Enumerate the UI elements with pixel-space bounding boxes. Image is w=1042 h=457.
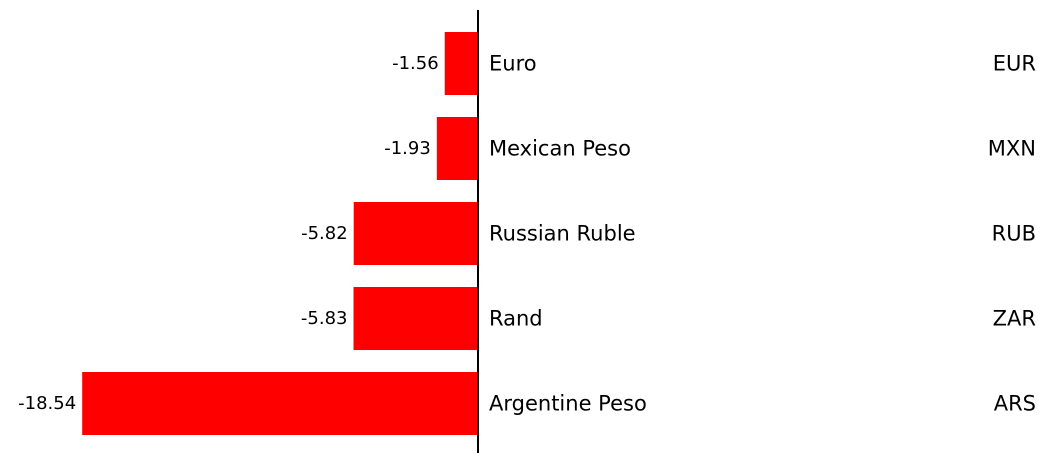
- bar-rub: [353, 202, 478, 265]
- currency-name-labels-layer: Euro Mexican Peso Russian Ruble Rand Argenti…: [489, 52, 647, 416]
- currency-code-ars: ARS: [994, 392, 1036, 416]
- bars-layer: [82, 32, 478, 435]
- value-label-mxn: -1.93: [384, 138, 431, 159]
- currency-name-mxn: Mexican Peso: [489, 137, 631, 161]
- currency-code-mxn: MXN: [988, 137, 1036, 161]
- value-label-rub: -5.82: [301, 223, 348, 244]
- currency-code-rub: RUB: [992, 222, 1036, 246]
- currency-code-zar: ZAR: [993, 307, 1036, 331]
- currency-code-eur: EUR: [993, 52, 1036, 76]
- currency-name-rub: Russian Ruble: [489, 222, 636, 246]
- bar-zar: [353, 287, 478, 350]
- value-labels-layer: -1.56 -1.93 -5.82 -5.83 -18.54: [18, 53, 439, 414]
- bar-mxn: [436, 117, 478, 180]
- value-label-zar: -5.83: [301, 308, 348, 329]
- currency-name-eur: Euro: [489, 52, 537, 76]
- value-label-eur: -1.56: [392, 53, 439, 74]
- bar-ars: [82, 372, 478, 435]
- currency-name-ars: Argentine Peso: [489, 392, 647, 416]
- currency-name-zar: Rand: [489, 307, 543, 331]
- currency-code-labels-layer: EUR MXN RUB ZAR ARS: [988, 52, 1036, 416]
- value-label-ars: -18.54: [18, 393, 76, 414]
- bar-eur: [444, 32, 478, 95]
